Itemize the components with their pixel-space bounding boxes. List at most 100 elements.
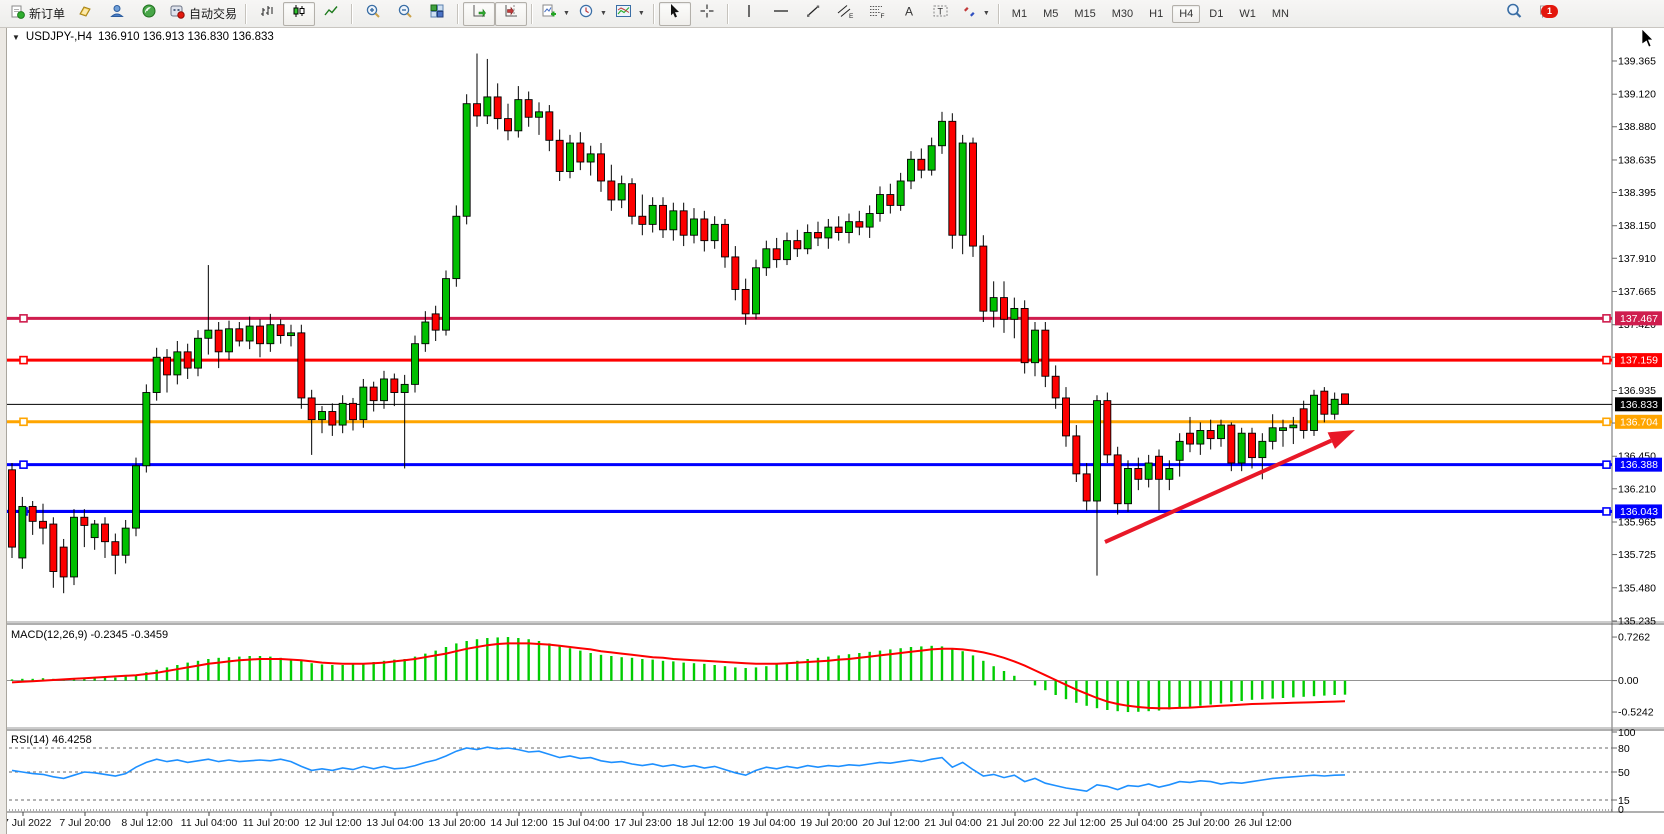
svg-text:-0.5242: -0.5242 — [1618, 707, 1654, 719]
signals-button[interactable] — [133, 2, 165, 26]
svg-text:136.210: 136.210 — [1618, 483, 1656, 495]
svg-text:137.159: 137.159 — [1620, 355, 1658, 367]
price-axis[interactable]: 139.365 139.120 138.880 138.635 138.395 138.1… — [1612, 55, 1656, 628]
svg-text:17 Jul 23:00: 17 Jul 23:00 — [614, 817, 671, 829]
timeframe-button-M15[interactable]: M15 — [1074, 7, 1096, 20]
rsi-name: RSI(14) — [11, 734, 49, 746]
dropdown-arrow-icon[interactable]: ▼ — [599, 10, 607, 17]
equidistant-channel-icon: E — [836, 3, 854, 24]
svg-text:19 Jul 20:00: 19 Jul 20:00 — [800, 817, 857, 829]
svg-text:0: 0 — [1618, 804, 1624, 816]
svg-text:100: 100 — [1618, 727, 1636, 739]
fibonacci-button[interactable]: F — [861, 2, 893, 26]
toolbar-separator — [457, 3, 460, 24]
svg-text:14 Jul 12:00: 14 Jul 12:00 — [490, 817, 547, 829]
vertical-line-icon — [743, 3, 755, 24]
svg-text:138.635: 138.635 — [1618, 154, 1656, 166]
equidistant-channel-button[interactable]: E — [829, 2, 861, 26]
search-button[interactable] — [1498, 2, 1530, 26]
profile-button[interactable] — [101, 2, 133, 26]
periods-button[interactable]: ▼ — [574, 2, 611, 26]
line-chart-button[interactable] — [315, 2, 347, 26]
bar-chart-button[interactable] — [251, 2, 283, 26]
timeframe-button-D1[interactable]: D1 — [1209, 7, 1224, 20]
toolbar-separator — [245, 3, 248, 24]
svg-text:E: E — [849, 13, 854, 19]
price-lines-layer[interactable] — [3, 314, 1612, 516]
candles-layer — [8, 53, 1349, 594]
mouse-cursor — [1641, 28, 1654, 48]
text-label-icon: T — [932, 3, 950, 24]
timeframe-button-H1[interactable]: H1 — [1149, 7, 1164, 20]
macd-pane: 0.7262 0.00 -0.5242 — [3, 632, 1654, 719]
hline-marker — [19, 417, 28, 427]
text-button[interactable]: A — [893, 2, 925, 26]
svg-text:0.00: 0.00 — [1618, 675, 1639, 687]
periods-clock-icon — [578, 3, 594, 24]
timeframe-button-M5[interactable]: M5 — [1043, 7, 1059, 20]
macd-label: MACD(12,26,9) -0.2345 -0.3459 — [11, 629, 168, 641]
toolbar-separator — [997, 3, 1000, 24]
timeframe-button-M1[interactable]: M1 — [1011, 7, 1028, 20]
timeframe-button-M30[interactable]: M30 — [1111, 7, 1134, 20]
svg-text:T: T — [937, 7, 943, 17]
toolbar-separator — [652, 3, 655, 24]
candlestick-chart-button[interactable] — [283, 1, 316, 26]
auto-trading-button[interactable]: 自动交易 — [165, 2, 241, 26]
svg-text:136.043: 136.043 — [1620, 506, 1658, 518]
svg-text:138.880: 138.880 — [1618, 121, 1656, 133]
chat-button[interactable]: 1 — [1530, 2, 1564, 26]
svg-text:19 Jul 04:00: 19 Jul 04:00 — [738, 817, 795, 829]
new-order-button[interactable]: 新订单 — [6, 2, 69, 26]
auto-scroll-button[interactable] — [463, 1, 496, 26]
svg-text:A: A — [905, 5, 913, 19]
zoom-out-button[interactable] — [389, 2, 421, 26]
timeframe-button-H4[interactable]: H4 — [1172, 4, 1201, 23]
symbol-collapse-icon[interactable]: ▼ — [12, 32, 20, 42]
horizontal-line-button[interactable] — [765, 2, 797, 26]
dropdown-arrow-icon[interactable]: ▼ — [563, 10, 570, 17]
svg-text:139.365: 139.365 — [1618, 55, 1656, 67]
toolbar-separator — [726, 3, 729, 24]
time-axis[interactable]: 7 Jul 2022 7 Jul 20:00 8 Jul 12:00 11 Jul 0… — [3, 812, 1292, 829]
svg-text:25 Jul 20:00: 25 Jul 20:00 — [1172, 817, 1229, 829]
template-button[interactable]: ▼ — [611, 2, 649, 26]
svg-text:8 Jul 12:00: 8 Jul 12:00 — [121, 817, 173, 829]
arrows-button[interactable]: ▼ — [957, 2, 994, 26]
tile-windows-button[interactable] — [421, 2, 453, 26]
crosshair-button[interactable] — [691, 2, 723, 26]
svg-text:15: 15 — [1618, 795, 1630, 807]
svg-text:F: F — [880, 13, 884, 19]
zoom-out-icon — [397, 3, 414, 25]
dropdown-arrow-icon[interactable]: ▼ — [982, 10, 990, 17]
svg-text:135.235: 135.235 — [1618, 616, 1656, 628]
vertical-line-button[interactable] — [733, 2, 765, 26]
svg-text:136.935: 136.935 — [1618, 385, 1656, 397]
chart-title: ▼ USDJPY-,H4 136.910 136.913 136.830 136… — [12, 31, 274, 43]
dropdown-arrow-icon[interactable]: ▼ — [637, 10, 645, 17]
zoom-in-button[interactable] — [357, 2, 389, 26]
rsi-value: 46.4258 — [51, 734, 92, 746]
crosshair-icon — [699, 3, 715, 24]
svg-text:25 Jul 04:00: 25 Jul 04:00 — [1110, 817, 1167, 829]
cursor-button[interactable] — [658, 1, 691, 26]
timeframe-button-MN[interactable]: MN — [1271, 7, 1289, 20]
charts-book-button[interactable] — [69, 2, 101, 26]
svg-text:135.480: 135.480 — [1618, 582, 1656, 594]
timeframe-button-W1[interactable]: W1 — [1239, 7, 1256, 20]
chart-shift-button[interactable] — [495, 1, 528, 26]
trend-line-button[interactable] — [797, 2, 829, 26]
svg-text:135.965: 135.965 — [1618, 517, 1656, 529]
svg-text:12 Jul 12:00: 12 Jul 12:00 — [304, 817, 361, 829]
trend-line-icon — [805, 3, 821, 24]
auto-trading-label: 自动交易 — [189, 7, 238, 21]
hline-marker — [19, 314, 28, 323]
svg-text:20 Jul 12:00: 20 Jul 12:00 — [862, 817, 919, 829]
trend-arrow[interactable] — [1104, 430, 1355, 544]
svg-text:138.395: 138.395 — [1618, 187, 1656, 199]
text-label-button[interactable]: T — [925, 2, 957, 26]
svg-text:22 Jul 12:00: 22 Jul 12:00 — [1048, 817, 1105, 829]
line-chart-icon — [323, 3, 339, 24]
add-indicator-button[interactable]: ▼ — [537, 2, 574, 26]
